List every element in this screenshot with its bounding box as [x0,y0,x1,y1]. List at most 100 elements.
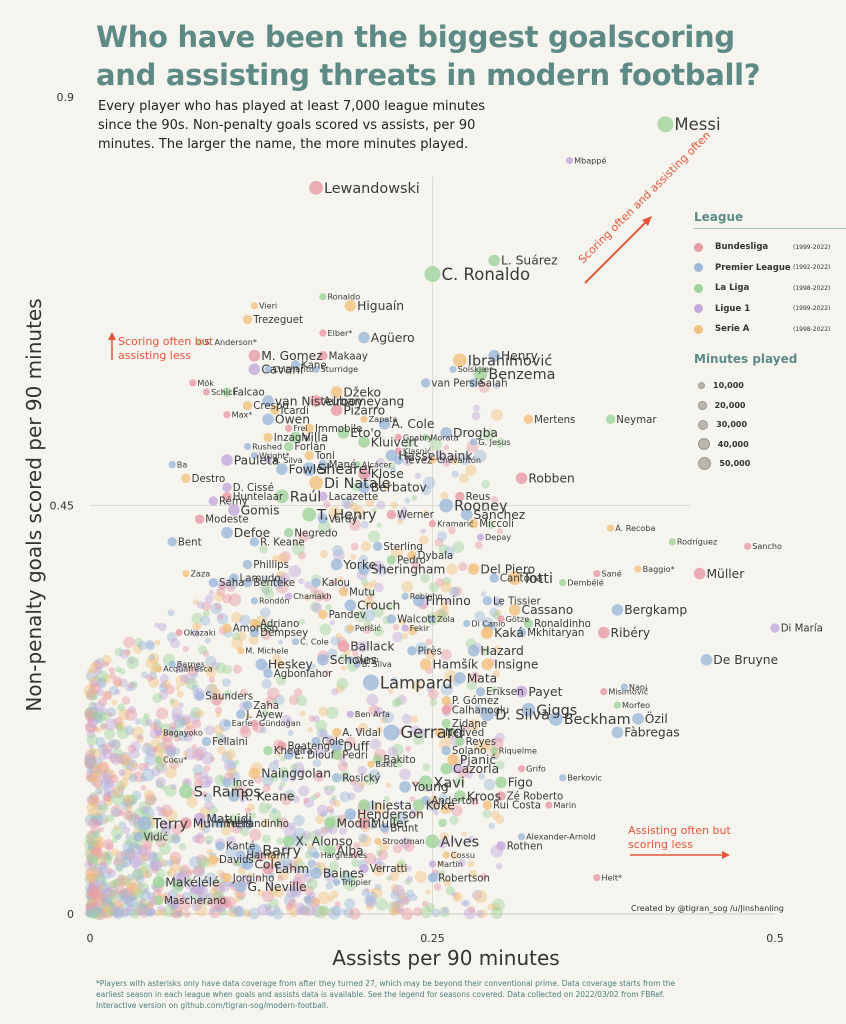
background-point [438,818,448,827]
background-point [104,908,113,917]
background-point [87,717,93,723]
background-point [86,901,95,910]
background-point [92,829,101,839]
legend-item: Premier League (1992-2022) [694,258,846,279]
point-label: D. Silva [495,707,550,723]
data-point [496,841,506,851]
data-point [521,702,536,717]
background-point [359,781,366,788]
background-point [212,688,221,698]
data-point [455,491,465,502]
background-point [204,835,214,844]
background-point [390,890,400,900]
data-point [208,496,218,506]
background-point [239,725,252,739]
background-point [125,884,137,897]
background-point [182,891,192,901]
point-label: Cole [254,857,281,871]
background-point [85,908,95,918]
background-point [128,682,135,688]
background-point [365,498,375,508]
background-point [414,472,422,480]
background-point [341,872,353,885]
data-point [517,765,526,773]
background-point [116,722,122,729]
data-point [228,790,240,802]
point-label: Alba [337,844,364,858]
background-point [109,672,117,680]
background-point [334,842,343,851]
background-point [151,767,161,777]
background-point [90,756,102,768]
background-point [125,833,131,840]
background-point [162,731,173,743]
data-point [428,860,437,868]
background-point [139,899,145,906]
background-point [108,752,119,763]
background-point [144,870,153,878]
background-point [196,886,209,899]
background-point [115,666,122,673]
background-point [86,853,94,861]
point-label: Xavi [434,775,465,791]
point-label: Huntelaar [233,492,284,503]
point-label: Alexander-Arnold [526,832,595,842]
background-point [97,889,108,900]
background-point [356,727,362,733]
background-point [277,868,290,881]
data-point [480,707,495,722]
background-point [354,609,368,623]
background-point [439,869,446,876]
point-label: Eto'o [350,426,381,440]
background-point [86,767,94,775]
point-label: J. Ayew [245,710,282,721]
data-point [442,851,450,859]
background-point [89,839,102,852]
background-point [120,894,128,901]
background-point [434,609,446,621]
background-point [225,818,235,828]
background-point [157,807,167,817]
background-point [228,813,240,826]
background-point [143,789,155,801]
background-point [94,658,106,670]
point-label: R. Keane [260,537,305,548]
background-point [309,663,316,670]
background-point [124,760,131,767]
background-point [198,897,206,904]
background-point [140,775,148,782]
background-point [88,906,99,917]
point-label: Götze [506,614,530,624]
background-point [298,618,305,625]
background-point [185,870,193,878]
background-point [87,810,93,816]
background-point [161,859,169,867]
background-point [495,814,505,825]
y-tick-label: 0 [67,908,74,921]
data-point [559,579,567,587]
background-point [201,601,212,611]
background-point [190,707,202,719]
background-point [490,810,500,820]
background-point [440,683,454,696]
background-point [340,665,347,671]
point-label: Modeste [205,515,248,526]
background-point [179,714,191,726]
background-point [349,519,362,531]
background-point [169,851,182,864]
point-label: Benzema [488,367,555,383]
data-point [440,762,453,775]
background-point [199,615,211,626]
background-point [125,798,133,806]
background-point [139,905,149,915]
credit: Created by @tigran_sog /u/Jinshanling [631,904,784,913]
background-point [278,767,290,779]
background-point [176,910,184,918]
background-point [441,803,453,815]
background-point [115,722,124,730]
background-point [422,763,431,771]
background-point [399,768,411,781]
point-label: Firmino [426,594,471,608]
background-point [99,853,113,867]
background-point [90,813,104,827]
